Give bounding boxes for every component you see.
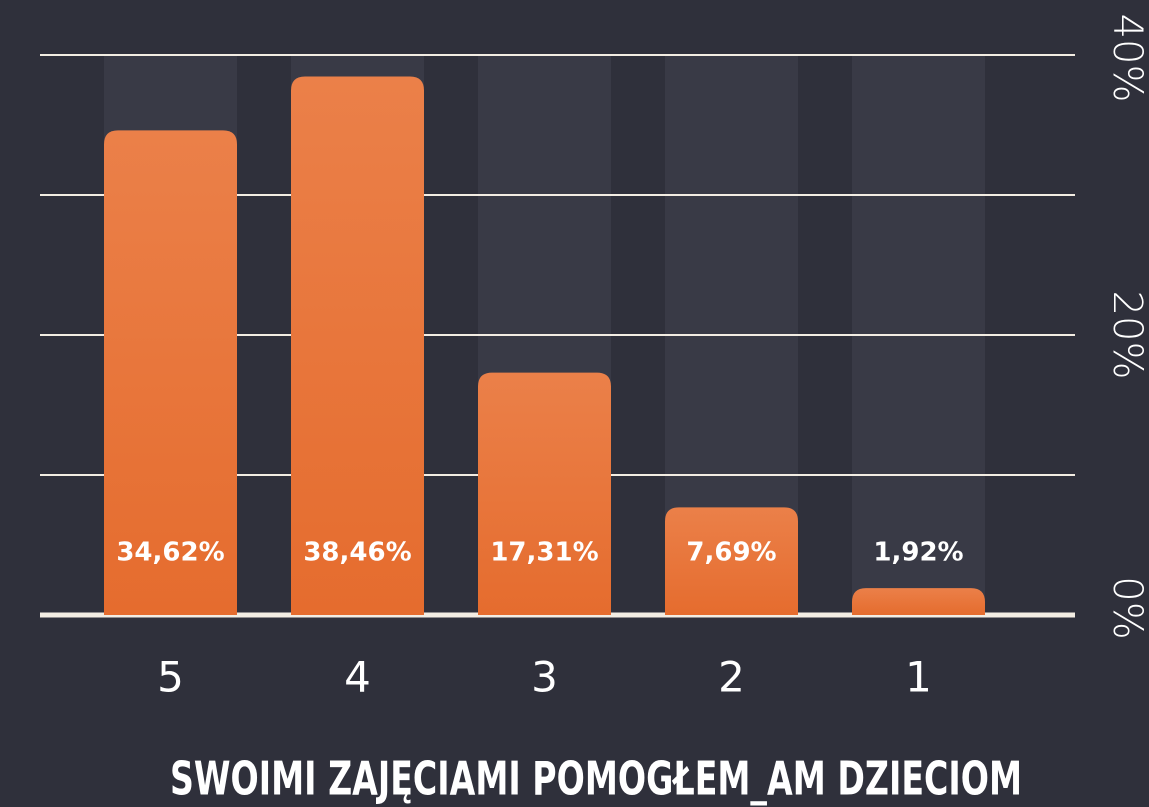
bar xyxy=(104,130,237,615)
x-tick-label: 1 xyxy=(905,653,932,702)
value-label: 7,69% xyxy=(686,538,776,568)
value-label: 17,31% xyxy=(490,538,598,568)
bar xyxy=(478,372,611,615)
bar xyxy=(291,76,424,615)
y-tick-label: 40% xyxy=(1104,14,1149,103)
chart-title: SWOIMI ZAJĘCIAMI POMOGŁEM_AM DZIECIOM xyxy=(170,752,1022,806)
x-tick-label: 5 xyxy=(157,653,184,702)
value-label: 1,92% xyxy=(873,538,963,568)
value-label: 38,46% xyxy=(303,538,411,568)
x-tick-label: 4 xyxy=(344,653,371,702)
bar xyxy=(665,507,798,615)
y-tick-label: 20% xyxy=(1104,291,1149,380)
x-tick-label: 3 xyxy=(531,653,558,702)
x-tick-label: 2 xyxy=(718,653,745,702)
bar xyxy=(852,588,985,615)
y-tick-label: 0% xyxy=(1104,576,1149,639)
value-label: 34,62% xyxy=(116,538,224,568)
